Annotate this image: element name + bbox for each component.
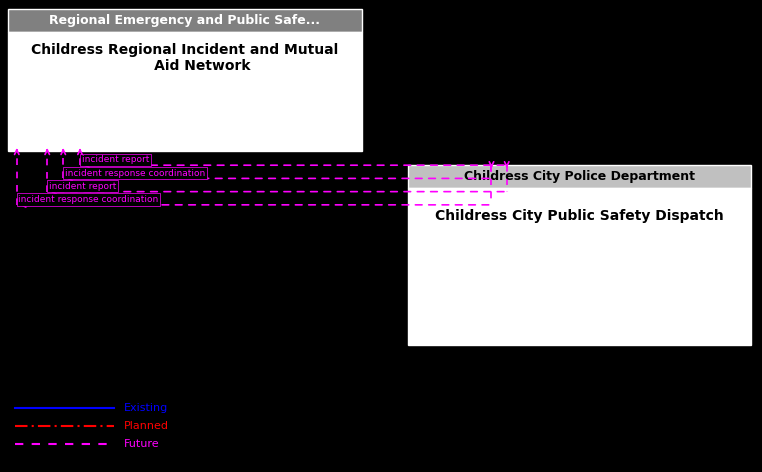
Text: incident report: incident report: [82, 155, 149, 164]
Text: Future: Future: [123, 439, 159, 449]
Bar: [408, 188, 751, 345]
Text: incident report: incident report: [49, 182, 116, 191]
Text: Childress City Public Safety Dispatch: Childress City Public Safety Dispatch: [435, 209, 723, 223]
Text: Existing: Existing: [123, 403, 168, 413]
Text: Childress Regional Incident and Mutual
       Aid Network: Childress Regional Incident and Mutual A…: [31, 43, 338, 73]
Text: incident response coordination: incident response coordination: [65, 169, 205, 177]
Text: Planned: Planned: [123, 421, 168, 431]
Bar: [408, 165, 751, 188]
Bar: [8, 9, 362, 32]
Text: Regional Emergency and Public Safe...: Regional Emergency and Public Safe...: [50, 14, 320, 27]
Text: Childress City Police Department: Childress City Police Department: [463, 170, 695, 183]
Bar: [8, 32, 362, 151]
Text: incident response coordination: incident response coordination: [18, 195, 158, 204]
